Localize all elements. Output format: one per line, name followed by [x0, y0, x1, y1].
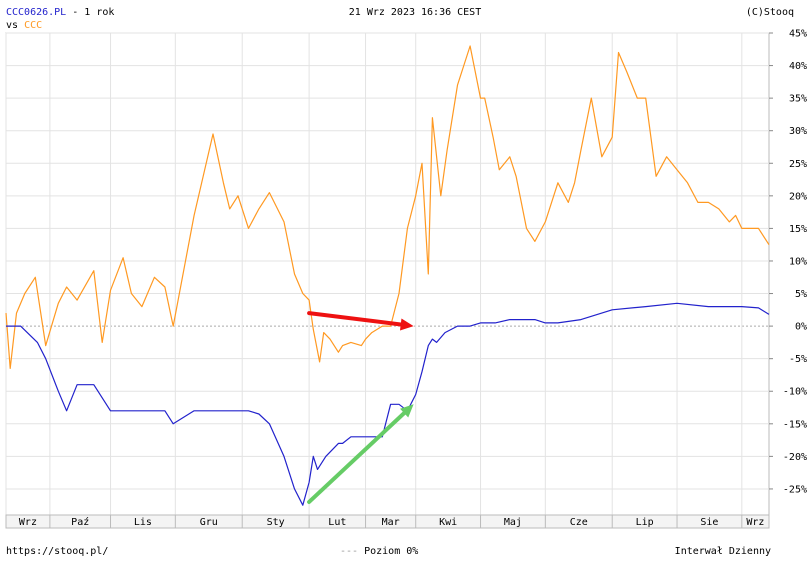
x-tick-label: Wrz [746, 517, 764, 528]
interval-label: Interwał Dzienny [674, 546, 771, 557]
x-tick-label: Sie [700, 517, 718, 528]
y-tick-label: 25% [789, 159, 807, 170]
x-tick-label: Wrz [19, 517, 37, 528]
x-tick-label: Paź [71, 516, 89, 528]
series-line-ccc0626-pl [6, 302, 770, 506]
y-tick-label: -25% [783, 484, 807, 495]
period-label: - 1 rok [66, 7, 115, 18]
timestamp: 21 Wrz 2023 16:36 CEST [348, 7, 482, 18]
y-tick-label: 20% [789, 191, 807, 202]
y-tick-label: 30% [789, 126, 807, 137]
series-layer [5, 45, 770, 506]
copyright: (C)Stooq [745, 7, 794, 18]
y-tick-label: -5% [789, 354, 807, 365]
x-tick-label: Sty [267, 517, 285, 528]
x-tick-label: Maj [504, 517, 522, 528]
grid-x [5, 33, 743, 515]
green-arrow-shaft [307, 411, 407, 504]
x-tick-label: Lut [328, 517, 346, 528]
y-tick-label: 35% [789, 94, 807, 105]
x-tick-label: Cze [570, 517, 588, 528]
x-tick-label: Mar [382, 517, 400, 528]
vs-label: vs [6, 20, 19, 31]
zero-level-legend-label: Poziom 0% [364, 546, 419, 557]
y-tick-label: -10% [783, 387, 807, 398]
compare-symbol-link[interactable]: CCC [24, 20, 43, 31]
x-axis-band: Wrz Paź Lis Gru Sty Lut Mar Kwi Maj Cze Lip Sie Wrz [5, 514, 770, 529]
y-tick-label: 0% [795, 322, 807, 333]
x-tick-label: Lis [134, 517, 152, 528]
red-arrow-head [399, 318, 414, 331]
annotation-layer [307, 311, 414, 504]
x-tick-label: Lip [636, 517, 654, 528]
y-tick-label: -20% [783, 452, 807, 463]
series-line-ccc [5, 45, 770, 369]
y-axis-ticks: 45% 40% 35% 30% 25% 20% 15% 10% 5% 0% -5% -10% -15% -… [769, 29, 807, 495]
y-tick-label: 5% [795, 289, 807, 300]
x-tick-label: Gru [200, 517, 218, 528]
zero-level-legend-line: --- [340, 546, 359, 557]
y-tick-label: 40% [789, 61, 807, 72]
red-arrow-shaft [307, 311, 403, 327]
plot-frame [5, 32, 770, 529]
symbol-link[interactable]: CCC0626.PL [6, 7, 67, 18]
y-tick-label: 15% [789, 224, 807, 235]
y-tick-label: 45% [789, 29, 807, 40]
footer-url[interactable]: https://stooq.pl/ [6, 546, 109, 557]
y-tick-label: -15% [783, 419, 807, 430]
green-arrow-head [400, 404, 414, 418]
y-tick-label: 10% [789, 256, 807, 267]
x-tick-label: Kwi [439, 517, 457, 528]
